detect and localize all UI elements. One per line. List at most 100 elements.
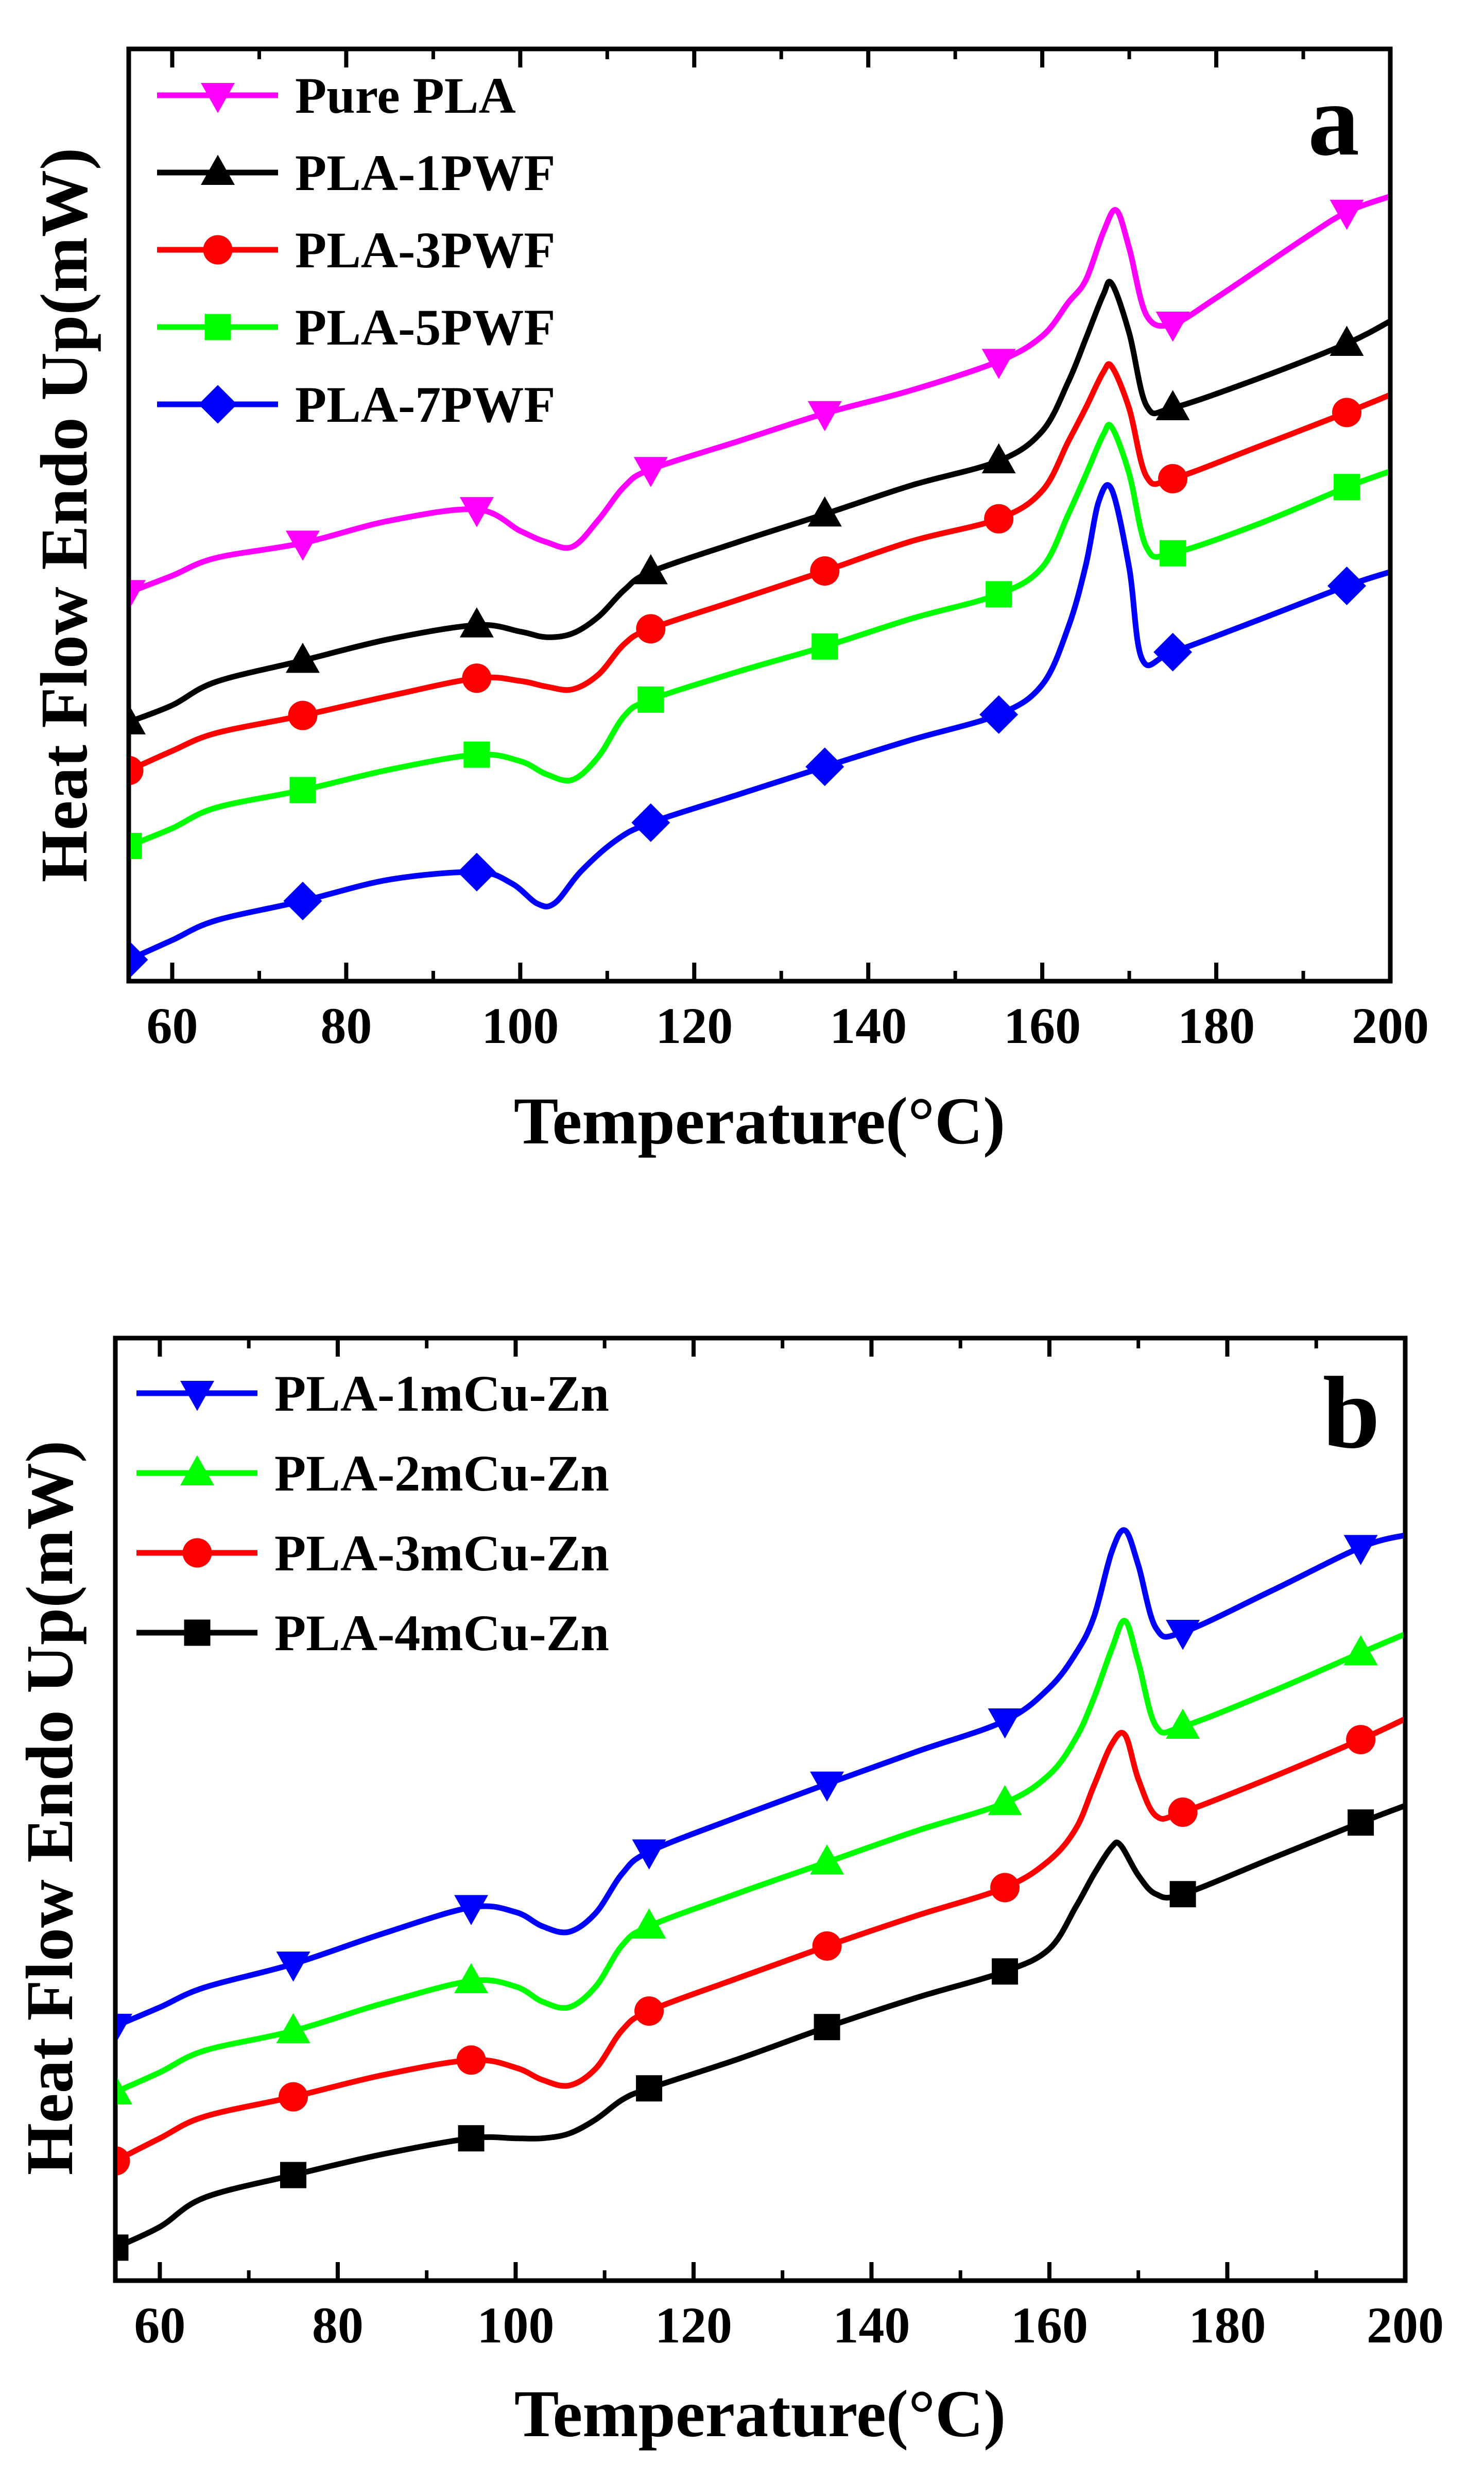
x-tick-label: 120: [655, 2297, 732, 2354]
panel-b: 60 80 100 120 140 160 180 200 PLA-1mCu-Zn PLA-2m…: [13, 1336, 1444, 2451]
panel-b-label: b: [1323, 1356, 1380, 1470]
data-point-pure-pla: [1155, 311, 1190, 342]
panel-b-xlabel: Temperature(°C): [514, 2377, 1006, 2451]
panel-b-series-group: [117, 1527, 1403, 2261]
data-point-pla-4mcu-zn: [458, 2125, 485, 2152]
panel-b-plot-frame: [113, 1336, 1408, 2283]
x-tick-label: 200: [1352, 997, 1429, 1054]
data-point-pure-pla: [131, 580, 146, 607]
data-point-pla-1pwf: [285, 642, 320, 673]
data-point-pla-2mcu-zn: [632, 1908, 666, 1939]
x-tick-label: 100: [481, 997, 559, 1054]
data-point-pla-3pwf: [131, 756, 144, 785]
x-tick-label: 120: [655, 997, 733, 1054]
data-point-pla-1pwf: [1155, 390, 1190, 420]
data-point-pla-5pwf: [1160, 540, 1186, 567]
data-point-pla-3pwf: [636, 614, 666, 644]
panel-b-legend: PLA-1mCu-Zn PLA-2mCu-Zn PLA-3mCu-Zn PLA-4mC…: [136, 1365, 609, 1662]
data-point-pla-7pwf: [805, 747, 844, 786]
data-point-pla-1mcu-zn: [810, 1771, 844, 1802]
plot-area: [117, 1527, 1403, 2261]
data-point-pla-3pwf: [810, 556, 840, 586]
data-point-pure-pla: [459, 497, 494, 527]
data-point-pla-2mcu-zn: [117, 2078, 132, 2104]
data-point-pla-5pwf: [812, 633, 838, 660]
panel-a-xlabel: Temperature(°C): [514, 1084, 1006, 1158]
x-tick-label: 160: [1011, 2297, 1088, 2354]
legend-marker-pla-5pwf: [204, 314, 231, 340]
data-point-pla-4mcu-zn: [1348, 1809, 1374, 1836]
legend-label-pure-pla: Pure PLA: [295, 67, 516, 124]
x-tick-label: 140: [830, 997, 907, 1054]
x-tick-label: 140: [833, 2297, 910, 2354]
data-point-pla-1pwf: [981, 443, 1016, 474]
data-point-pla-5pwf: [463, 741, 490, 768]
data-point-pla-4mcu-zn: [636, 2075, 663, 2102]
data-point-pla-5pwf: [986, 581, 1012, 608]
legend-label-pla-1pwf: PLA-1PWF: [295, 144, 555, 201]
panel-a-plot-frame: [126, 46, 1393, 984]
series-line-pla-7pwf: [131, 482, 1388, 962]
legend-marker-pla-7pwf: [198, 385, 237, 424]
data-point-pla-7pwf: [979, 695, 1019, 734]
legend-label-pla-7pwf: PLA-7PWF: [295, 376, 555, 433]
data-point-pla-2mcu-zn: [810, 1844, 844, 1875]
data-point-pure-pla: [633, 457, 668, 487]
data-point-pure-pla: [285, 530, 320, 561]
data-point-pla-3mcu-zn: [812, 1931, 842, 1961]
data-point-pla-4mcu-zn: [992, 1958, 1019, 1985]
data-point-pla-2mcu-zn: [454, 1963, 489, 1994]
legend-marker-pla-3pwf: [203, 235, 233, 265]
data-point-pla-7pwf: [1153, 632, 1193, 672]
legend-marker-pla-4mcu-zn: [184, 1619, 211, 1646]
data-point-pla-5pwf: [1334, 474, 1360, 501]
data-point-pla-1mcu-zn: [988, 1708, 1022, 1739]
data-point-pla-3mcu-zn: [1346, 1725, 1376, 1755]
legend-marker-pure-pla: [201, 83, 235, 113]
data-point-pure-pla: [981, 349, 1016, 379]
x-tick-label: 60: [134, 2297, 185, 2354]
panel-a-ticks-group: 60 80 100 120 140 160 180 200: [146, 49, 1429, 1054]
data-point-pla-7pwf: [283, 881, 322, 920]
data-point-pla-1mcu-zn: [454, 1895, 489, 1925]
series-line-pla-1pwf: [131, 279, 1388, 725]
data-point-pla-3mcu-zn: [279, 2082, 308, 2112]
legend-marker-pla-1pwf: [201, 155, 235, 185]
legend-label-pla-2mcu-zn: PLA-2mCu-Zn: [274, 1445, 609, 1502]
legend-label-pla-1mcu-zn: PLA-1mCu-Zn: [274, 1365, 609, 1422]
data-point-pla-5pwf: [131, 833, 142, 860]
data-point-pla-1mcu-zn: [117, 2013, 132, 2041]
data-point-pla-7pwf: [457, 852, 496, 892]
data-point-pla-4mcu-zn: [1169, 1881, 1196, 1908]
panel-a-series-group: [131, 194, 1388, 977]
data-point-pla-3mcu-zn: [456, 2045, 486, 2075]
series-line-pla-5pwf: [131, 422, 1388, 848]
data-point-pla-3pwf: [462, 663, 492, 693]
data-point-pla-3pwf: [984, 504, 1014, 534]
panel-b-ylabel: Heat Flow Endo Up(mW): [13, 1441, 87, 2175]
data-point-pla-1pwf: [633, 554, 668, 585]
x-tick-label: 60: [146, 997, 198, 1054]
x-tick-label: 80: [320, 997, 372, 1054]
data-point-pla-2mcu-zn: [988, 1785, 1022, 1816]
data-point-pure-pla: [1330, 199, 1364, 230]
series-line-pure-pla: [131, 194, 1388, 595]
series-line-pla-3mcu-zn: [117, 1717, 1403, 2163]
x-tick-label: 100: [477, 2297, 554, 2354]
data-point-pla-1mcu-zn: [632, 1839, 666, 1870]
data-point-pla-7pwf: [631, 803, 670, 842]
legend-marker-pla-2mcu-zn: [180, 1455, 214, 1485]
data-point-pla-3mcu-zn: [1168, 1797, 1198, 1827]
panel-a-ylabel: Heat Flow Endo Up(mW): [27, 148, 101, 882]
legend-marker-pla-1mcu-zn: [180, 1381, 214, 1411]
data-point-pla-1pwf: [807, 496, 842, 527]
data-point-pla-5pwf: [637, 686, 664, 713]
panel-a-legend: Pure PLA PLA-1PWF PLA-3PWF PLA-5PWF PLA-7PWF: [157, 67, 555, 433]
data-point-pla-1mcu-zn: [1343, 1535, 1378, 1565]
legend-label-pla-4mcu-zn: PLA-4mCu-Zn: [274, 1604, 609, 1662]
legend-label-pla-3mcu-zn: PLA-3mCu-Zn: [274, 1525, 609, 1582]
series-line-pla-2mcu-zn: [117, 1618, 1403, 2095]
data-point-pla-7pwf: [131, 942, 148, 977]
x-tick-label: 180: [1188, 2297, 1266, 2354]
